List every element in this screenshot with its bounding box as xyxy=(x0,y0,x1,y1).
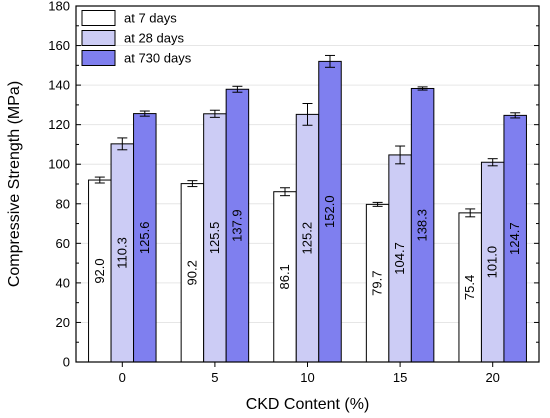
error-bar xyxy=(465,208,476,218)
y-tick-label: 160 xyxy=(48,38,70,53)
error-bar xyxy=(139,110,150,117)
legend-swatch xyxy=(81,50,116,66)
x-tick-label: 15 xyxy=(393,370,407,385)
data-label: 125.5 xyxy=(207,222,222,255)
legend-item: at 7 days xyxy=(81,10,177,26)
y-tick-label: 60 xyxy=(56,236,70,251)
y-tick-label: 100 xyxy=(48,157,70,172)
data-label: 138.3 xyxy=(415,209,430,242)
error-bar xyxy=(94,176,105,184)
legend-label: at 730 days xyxy=(124,51,192,66)
y-tick-label: 20 xyxy=(56,315,70,330)
y-axis-title: Compressive Strength (MPa) xyxy=(6,81,23,287)
y-tick-label: 180 xyxy=(48,0,70,14)
legend-label: at 7 days xyxy=(124,11,177,26)
y-tick-label: 140 xyxy=(48,78,70,93)
y-tick-label: 120 xyxy=(48,117,70,132)
legend-item: at 28 days xyxy=(81,30,184,46)
legend: at 7 days at 28 days at 730 days xyxy=(81,10,192,66)
data-label: 124.7 xyxy=(507,222,522,255)
data-label: 101.0 xyxy=(485,246,500,279)
error-bar xyxy=(395,145,406,165)
x-tick-label: 0 xyxy=(119,370,126,385)
error-bar xyxy=(510,112,521,119)
data-label: 86.1 xyxy=(277,264,292,289)
y-tick-label: 40 xyxy=(56,275,70,290)
bars: 92.0 110.3 125.6 90.2 125.5 137.9 86.1 125.2 152… xyxy=(88,54,527,363)
data-label: 137.9 xyxy=(229,209,244,242)
error-bar xyxy=(280,187,290,197)
data-label: 125.6 xyxy=(137,222,152,255)
data-label: 152.0 xyxy=(322,195,337,228)
y-tick-label: 0 xyxy=(63,355,70,370)
error-bar xyxy=(487,158,498,167)
legend-label: at 28 days xyxy=(124,31,184,46)
error-bar xyxy=(325,54,335,68)
error-bar xyxy=(417,86,428,91)
data-label: 104.7 xyxy=(392,242,407,275)
error-bar xyxy=(187,180,198,188)
data-label: 79.7 xyxy=(370,271,385,296)
error-bar xyxy=(372,201,383,207)
data-label: 125.2 xyxy=(300,222,315,255)
error-bar xyxy=(302,103,313,126)
x-tick-label: 20 xyxy=(485,370,499,385)
error-bar xyxy=(209,109,220,118)
legend-item: at 730 days xyxy=(81,50,192,66)
x-tick-label: 5 xyxy=(211,370,218,385)
data-label: 75.4 xyxy=(462,275,477,300)
x-axis: 0 5 10 15 20 xyxy=(119,362,500,385)
x-axis-title: CKD Content (%) xyxy=(246,396,370,413)
error-bar xyxy=(117,137,128,151)
y-axis: 0 20 40 60 80 100 120 140 160 180 xyxy=(48,0,539,370)
legend-swatch xyxy=(81,10,116,26)
error-bar xyxy=(232,85,243,93)
data-label: 90.2 xyxy=(184,260,199,285)
data-label: 92.0 xyxy=(92,258,107,283)
x-tick-label: 10 xyxy=(300,370,314,385)
data-label: 110.3 xyxy=(114,237,129,269)
legend-swatch xyxy=(81,30,116,46)
y-tick-label: 80 xyxy=(56,196,70,211)
